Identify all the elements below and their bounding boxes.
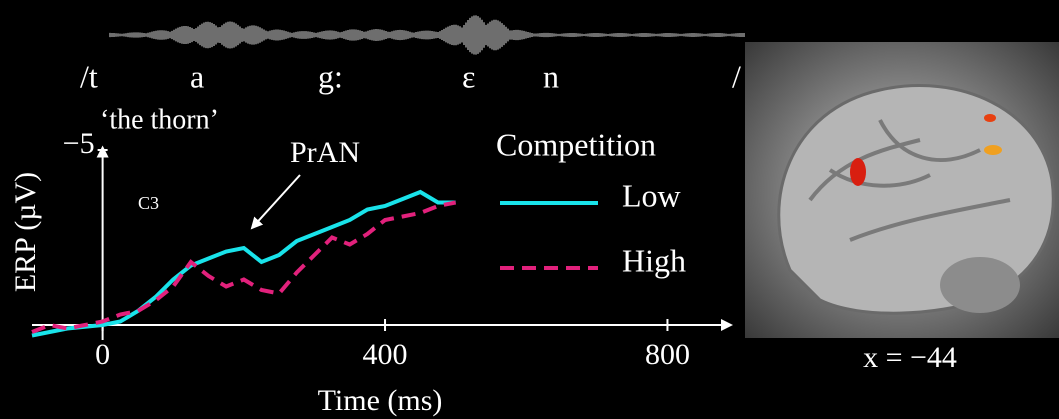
- series-line: [32, 192, 456, 336]
- cerebellum: [940, 257, 1020, 313]
- transcription: /t a g: ɛ n /: [80, 58, 741, 94]
- speech-waveform: [110, 15, 744, 54]
- phoneme: ɛ: [462, 58, 475, 94]
- phoneme: a: [190, 58, 204, 94]
- series-line: [32, 203, 456, 333]
- phoneme: /: [732, 58, 741, 94]
- gloss: ‘the thorn’: [100, 104, 219, 135]
- slice-label: x = −44: [863, 341, 957, 374]
- phoneme: n: [543, 58, 559, 94]
- legend-label: Low: [622, 177, 681, 213]
- waveform-trace: [110, 15, 744, 54]
- activation: [850, 158, 866, 186]
- x-tick-label: 400: [363, 338, 408, 371]
- activation: [984, 114, 996, 122]
- annotation: PrAN: [290, 136, 360, 169]
- x-axis-label: Time (ms): [318, 384, 443, 417]
- legend-title: Competition: [496, 126, 656, 162]
- x-tick-label: 800: [645, 338, 690, 371]
- y-axis-label: ERP (µV): [9, 172, 42, 292]
- x-tick-label: 0: [95, 338, 110, 371]
- figure: /t a g: ɛ n / ‘the thorn’ PrAN C3 Compet…: [0, 0, 1059, 419]
- channel-label: C3: [138, 193, 159, 213]
- legend-label: High: [622, 242, 686, 278]
- y-tick-label: −5: [63, 127, 95, 160]
- phoneme: g:: [318, 58, 343, 94]
- activation: [984, 145, 1002, 155]
- annotation-arrow: [252, 175, 300, 228]
- phoneme: /t: [80, 58, 98, 94]
- brain-panel: [745, 42, 1059, 338]
